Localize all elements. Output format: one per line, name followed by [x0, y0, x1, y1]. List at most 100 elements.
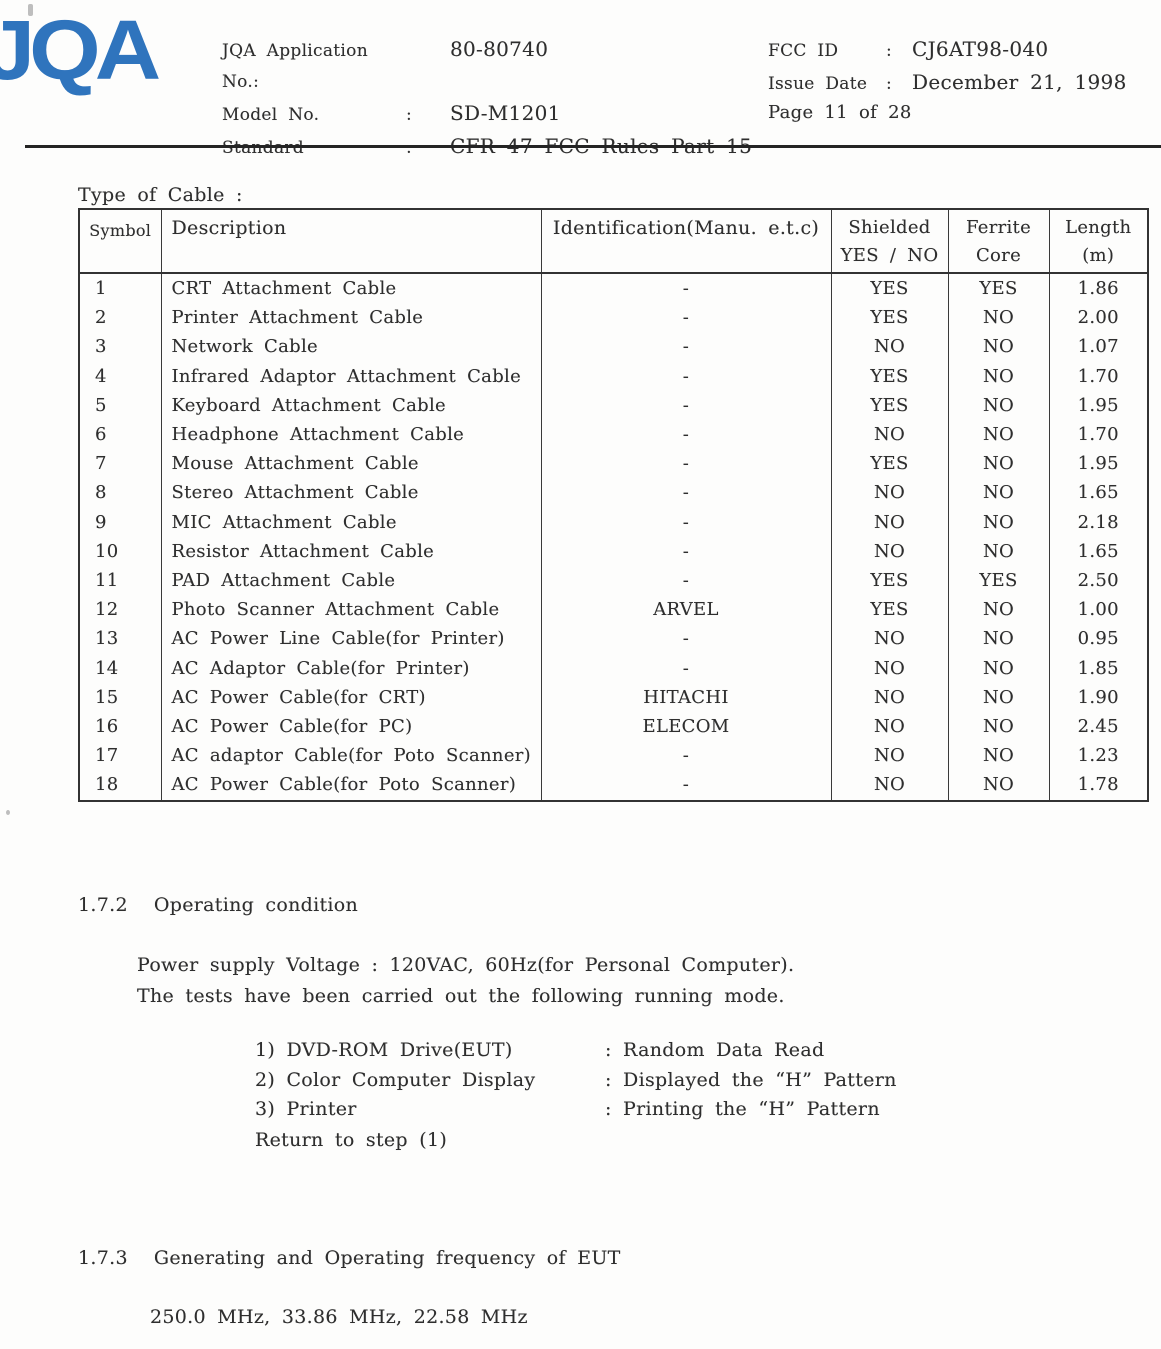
run-mode-description: : Random Data Read: [605, 1039, 825, 1061]
cell-shielded: NO: [830, 653, 948, 683]
table-row: 9 MIC Attachment Cable - NO NO 2.18: [79, 507, 1148, 537]
cell-description: Keyboard Attachment Cable: [160, 390, 541, 421]
table-row: 8 Stereo Attachment Cable - NO NO 1.65: [79, 478, 1148, 508]
cell-symbol: 3: [95, 336, 107, 358]
cell-description: Infrared Adaptor Attachment Cable: [160, 361, 541, 391]
col-header-length: Length (m): [1048, 209, 1148, 274]
cell-shielded: NO: [830, 712, 948, 742]
table-row: 5 Keyboard Attachment Cable - YES NO 1.95: [79, 390, 1148, 421]
table-row: 16 AC Power Cable(for PC) ELECOM NO NO 2.45: [79, 712, 1148, 742]
cell-symbol: 15: [95, 686, 119, 708]
cell-description: PAD Attachment Cable: [160, 566, 541, 596]
cell-symbol: 14: [95, 657, 119, 679]
cell-length: 1.23: [1048, 741, 1148, 771]
cell-length: 1.86: [1048, 273, 1148, 304]
cell-length: 2.45: [1048, 712, 1148, 742]
cell-description: AC Power Line Cable(for Printer): [160, 624, 541, 654]
header-right-fields: FCC ID: CJ6AT98-040 Issue Date: December 21…: [768, 34, 1127, 100]
cell-description: MIC Attachment Cable: [160, 507, 541, 537]
cell-shielded: NO: [830, 682, 948, 713]
table-row: 7 Mouse Attachment Cable - YES NO 1.95: [79, 449, 1148, 479]
cell-shielded: NO: [830, 478, 948, 508]
cell-ferrite-core: NO: [947, 449, 1049, 479]
cell-description: Resistor Attachment Cable: [160, 536, 541, 567]
cell-description: AC Power Cable(for PC): [160, 712, 541, 742]
paragraph: Power supply Voltage : 120VAC, 60Hz(for …: [137, 954, 795, 976]
table-row: 18 AC Power Cable(for Poto Scanner) - NO NO 1…: [79, 770, 1148, 801]
header-field-row: FCC ID: CJ6AT98-040: [768, 34, 1127, 67]
run-mode-item: 2) Color Computer Display: [255, 1068, 536, 1091]
col-header-description: Description: [160, 209, 541, 274]
cell-length: 2.00: [1048, 303, 1148, 333]
section-173-heading: 1.7.3 Generating and Operating frequency …: [78, 1246, 621, 1270]
cell-symbol: 7: [95, 453, 107, 475]
header-field-label: JQA Application No.:: [222, 41, 368, 92]
jqa-logo: JQA: [0, 3, 161, 98]
cell-length: 0.95: [1048, 624, 1148, 654]
cell-description: Photo Scanner Attachment Cable: [160, 595, 541, 625]
cell-description: CRT Attachment Cable: [160, 273, 541, 304]
cell-identification: -: [540, 566, 831, 596]
cell-shielded: YES: [830, 390, 948, 421]
section-172-body: Power supply Voltage : 120VAC, 60Hz(for …: [137, 950, 794, 1011]
cell-symbol: 9: [95, 511, 107, 533]
scan-artifact: [28, 4, 33, 16]
cell-symbol: 1: [95, 278, 107, 299]
cell-length: 1.78: [1048, 770, 1148, 801]
run-mode-row: 3) Printer: Printing the “H” Pattern: [255, 1095, 897, 1125]
cell-length: 1.00: [1048, 595, 1148, 625]
run-mode-description: : Printing the “H” Pattern: [605, 1098, 880, 1121]
paragraph: The tests have been carried out the foll…: [137, 984, 785, 1007]
cell-description: AC Adaptor Cable(for Printer): [160, 653, 541, 683]
cable-table-body: 1 CRT Attachment Cable - YES YES 1.86 2 Printer…: [79, 273, 1148, 801]
scan-artifact: [6, 810, 10, 815]
cell-length: 1.85: [1048, 653, 1148, 683]
cell-shielded: NO: [830, 536, 948, 567]
header-field-label: Model No.: [222, 105, 320, 125]
cell-ferrite-core: NO: [947, 653, 1049, 683]
run-return-note: Return to step (1): [255, 1129, 448, 1151]
cell-shielded: YES: [830, 303, 948, 333]
cell-description: AC adaptor Cable(for Poto Scanner): [160, 741, 541, 771]
cell-symbol: 13: [95, 628, 119, 650]
cell-description: AC Power Cable(for Poto Scanner): [160, 770, 541, 801]
table-row: 17 AC adaptor Cable(for Poto Scanner) - NO N…: [79, 741, 1148, 771]
section-title: Operating condition: [153, 894, 359, 916]
header-field-value: CJ6AT98-040: [912, 37, 1049, 61]
cell-length: 2.18: [1048, 507, 1148, 537]
cell-symbol: 2: [95, 307, 107, 329]
header-field-separator: :: [886, 74, 893, 94]
header-field-label: Standard: [222, 138, 304, 158]
run-mode-item: 1) DVD-ROM Drive(EUT): [255, 1039, 513, 1061]
header-field-label: Issue Date: [768, 74, 868, 94]
header-left-fields: JQA Application No.: 80-80740 Model No.: SD…: [222, 34, 752, 164]
header-field-separator: :: [406, 105, 413, 125]
header-field-separator: :: [886, 41, 893, 61]
cell-shielded: YES: [830, 566, 948, 596]
col-header-identification: Identification(Manu. e.t.c): [540, 209, 831, 274]
cell-identification: -: [540, 624, 831, 654]
run-mode-description: : Displayed the “H” Pattern: [605, 1068, 897, 1091]
cell-length: 1.90: [1048, 682, 1148, 713]
cell-identification: -: [540, 361, 831, 391]
cell-shielded: NO: [830, 770, 948, 801]
cell-symbol: 6: [95, 424, 107, 446]
table-title: Type of Cable :: [78, 184, 243, 206]
cell-identification: -: [540, 478, 831, 508]
col-header-symbol: Symbol: [79, 209, 161, 274]
cell-ferrite-core: NO: [947, 332, 1049, 362]
cell-length: 1.70: [1048, 361, 1148, 391]
run-mode-row: 2) Color Computer Display : Displayed the…: [255, 1066, 897, 1096]
cell-symbol: 4: [95, 365, 107, 387]
cell-ferrite-core: NO: [947, 303, 1049, 333]
cell-symbol: 11: [95, 570, 119, 592]
cell-length: 1.95: [1048, 390, 1148, 421]
cell-description: Headphone Attachment Cable: [160, 420, 541, 450]
cell-identification: -: [540, 273, 831, 304]
section-number: 1.7.3: [78, 1247, 128, 1269]
cell-ferrite-core: NO: [947, 595, 1049, 625]
cell-symbol: 12: [95, 599, 119, 621]
cell-ferrite-core: NO: [947, 624, 1049, 654]
col-header-shielded: Shielded YES / NO: [830, 209, 948, 274]
